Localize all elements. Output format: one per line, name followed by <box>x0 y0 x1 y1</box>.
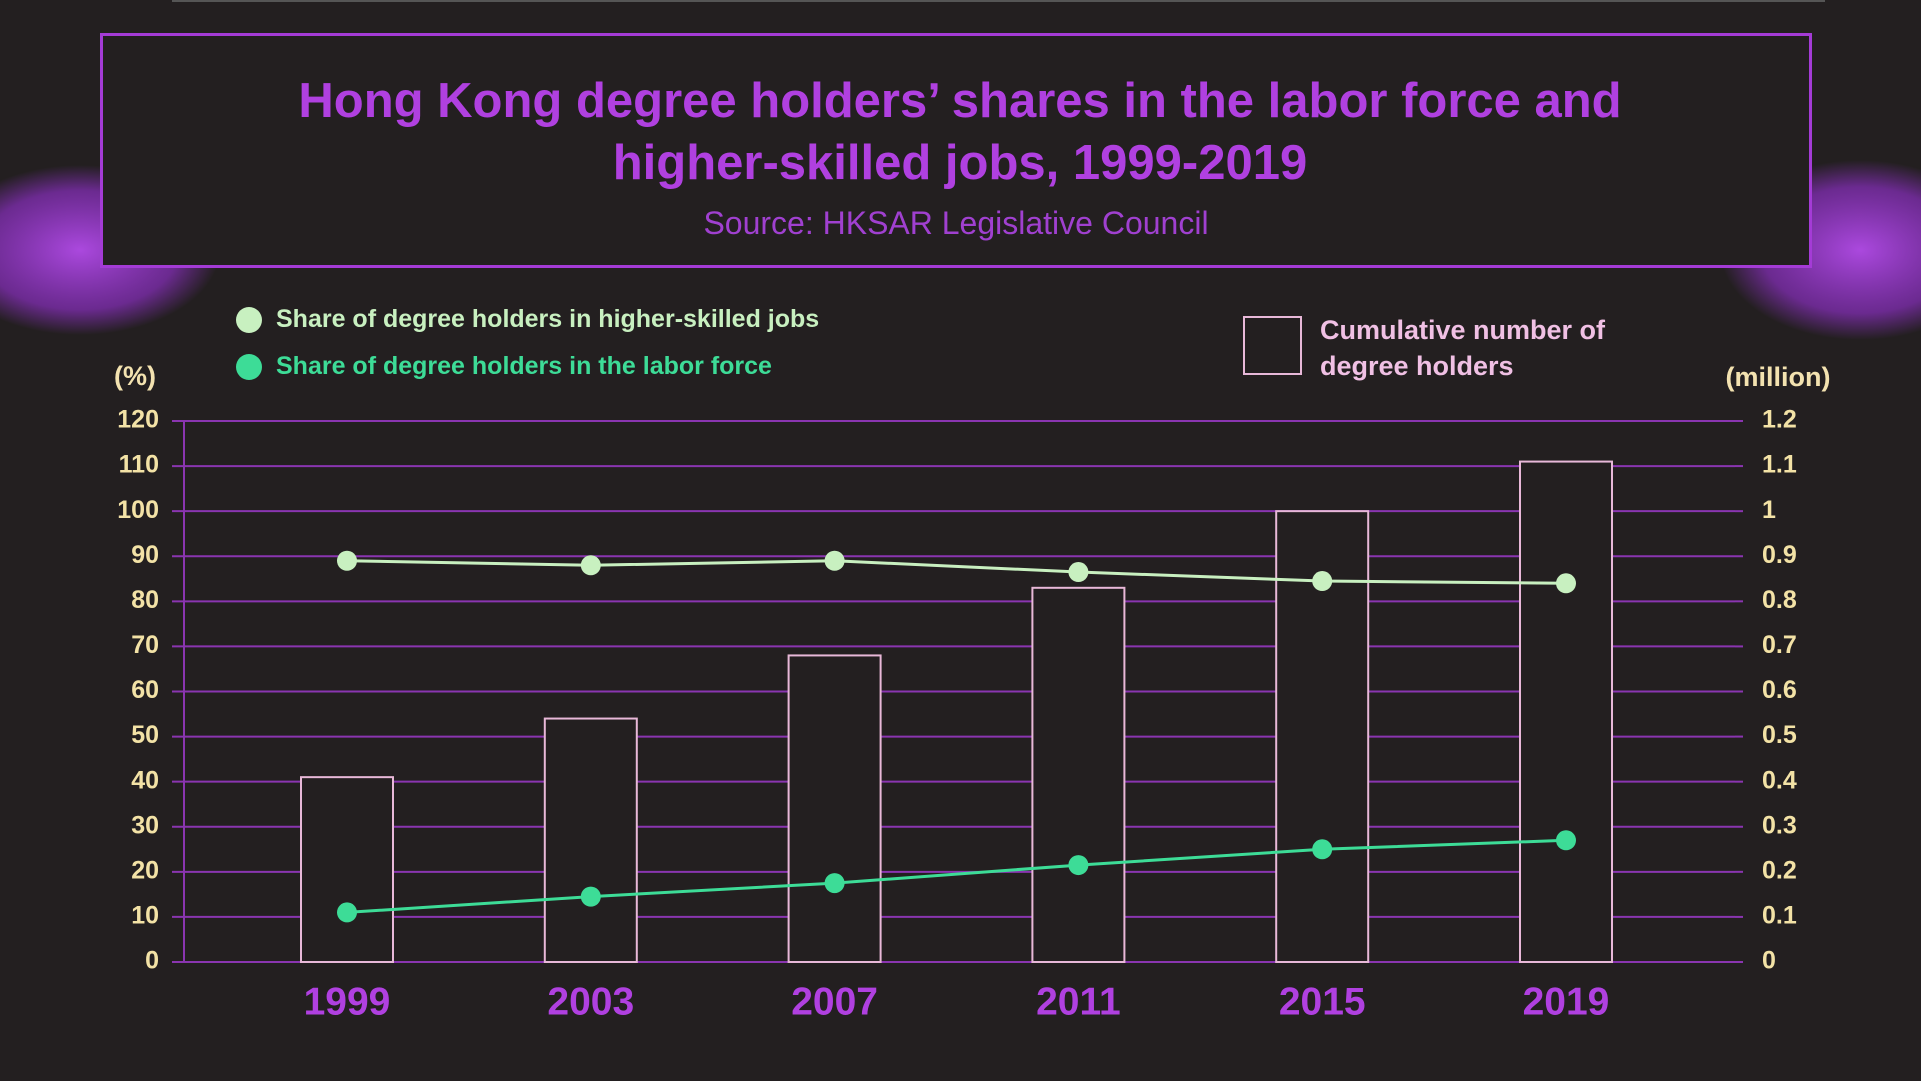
y2-tick-label: 0.1 <box>1762 902 1797 930</box>
chart-subtitle: Source: HKSAR Legislative Council <box>703 205 1209 241</box>
point <box>580 555 601 576</box>
y-tick-label: 60 <box>131 676 159 704</box>
y2-tick-label: 1.1 <box>1762 451 1797 479</box>
y2-tick-label: 1 <box>1762 496 1776 524</box>
y-tick-label: 20 <box>131 856 159 884</box>
x-tick-label: 2007 <box>791 980 878 1023</box>
legend-marker <box>1243 316 1302 375</box>
legend-label: Share of degree holders in higher-skille… <box>276 305 820 333</box>
y2-tick-label: 0 <box>1762 947 1776 975</box>
y-tick-label: 40 <box>131 766 159 794</box>
y2-tick-label: 0.9 <box>1762 541 1797 569</box>
bar <box>543 717 638 963</box>
y2-tick-label: 0.4 <box>1762 766 1797 794</box>
point <box>1556 830 1576 851</box>
y-tick-label: 100 <box>117 496 159 524</box>
legend-marker <box>236 306 262 333</box>
x-tick-label: 2011 <box>1036 980 1121 1023</box>
x-tick-label: 1999 <box>304 980 391 1023</box>
point <box>337 902 357 923</box>
legend-marker <box>236 353 262 380</box>
point <box>824 873 845 894</box>
legend-label: Cumulative number of degree holders <box>1320 315 1606 381</box>
y2-axis-label: (million) <box>1726 362 1831 392</box>
chart-title: Hong Kong degree holders’ shares in the … <box>298 74 1622 190</box>
y-axis-label: (%) <box>114 361 156 391</box>
bar <box>1519 460 1613 963</box>
y-tick-label: 10 <box>131 902 159 930</box>
y2-tick-label: 0.6 <box>1762 676 1797 704</box>
line <box>346 838 1567 914</box>
point <box>1068 562 1089 583</box>
legend-label: Share of degree holders in the labor for… <box>276 352 772 380</box>
y-tick-label: 120 <box>117 406 159 434</box>
x-tick-label: 2015 <box>1279 980 1366 1023</box>
y-tick-label: 80 <box>131 586 159 614</box>
point <box>580 886 601 907</box>
y-tick-label: 50 <box>131 721 159 749</box>
line <box>346 559 1567 585</box>
point <box>1556 573 1576 594</box>
legend-entry: Cumulative number of degree holders <box>1243 315 1610 384</box>
y2-tick-label: 0.2 <box>1762 856 1797 884</box>
y2-tick-label: 0.5 <box>1762 721 1797 749</box>
y-tick-label: 0 <box>145 947 159 975</box>
x-tick-label: 2003 <box>547 980 634 1023</box>
legend-entry: Share of degree holders in the labor for… <box>236 352 772 381</box>
bar <box>787 654 882 964</box>
y-tick-label: 70 <box>131 631 159 659</box>
bar <box>1031 586 1126 964</box>
point <box>1312 839 1333 860</box>
y2-tick-label: 0.7 <box>1762 631 1797 659</box>
x-tick-label: 2019 <box>1523 980 1610 1023</box>
point <box>337 550 357 571</box>
point <box>1312 571 1333 592</box>
bar <box>300 776 394 963</box>
y-tick-label: 30 <box>131 811 159 839</box>
legend-entry: Share of degree holders in higher-skille… <box>236 305 819 334</box>
y2-tick-label: 0.3 <box>1762 811 1797 839</box>
y-tick-label: 90 <box>131 541 159 569</box>
point <box>824 550 845 571</box>
y-tick-label: 110 <box>119 451 159 479</box>
y2-tick-label: 1.2 <box>1762 406 1797 434</box>
y2-tick-label: 0.8 <box>1762 586 1797 614</box>
point <box>1068 855 1089 876</box>
title-box <box>100 33 1812 268</box>
